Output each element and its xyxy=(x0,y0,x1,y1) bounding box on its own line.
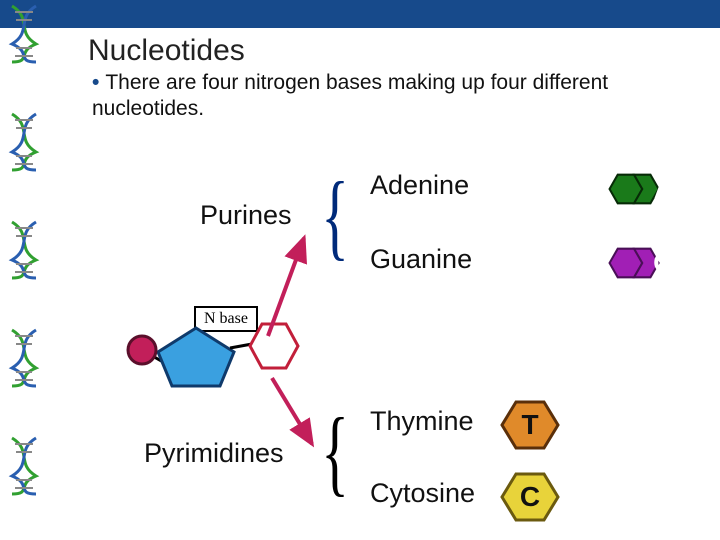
bullet-dot-icon: • xyxy=(92,71,99,94)
dna-icon xyxy=(6,328,42,388)
hex-letter-cytosine: C xyxy=(500,470,560,524)
hex-adenine: A xyxy=(600,162,688,216)
bullet-content: There are four nitrogen bases making up … xyxy=(92,71,608,120)
hex-letter-guanine: G xyxy=(640,236,688,290)
hex-cytosine: C xyxy=(500,470,560,524)
hex-thymine: T xyxy=(500,398,560,452)
hex-letter-thymine: T xyxy=(500,398,560,452)
base-label-cytosine: Cytosine xyxy=(370,478,475,509)
base-label-guanine: Guanine xyxy=(370,244,472,275)
hex-letter-adenine: A xyxy=(640,162,688,216)
dna-bullet-column xyxy=(0,0,48,540)
dna-icon xyxy=(6,220,42,280)
category-purines: Purines xyxy=(200,200,292,231)
dna-icon xyxy=(6,4,42,64)
hex-guanine: G xyxy=(600,236,688,290)
dna-icon xyxy=(6,436,42,496)
dna-icon xyxy=(6,112,42,172)
page-title: Nucleotides xyxy=(88,34,245,68)
base-label-thymine: Thymine xyxy=(370,406,474,437)
arrow-to-pyrimidines xyxy=(266,372,326,452)
brace-purines: { xyxy=(321,160,349,271)
top-bar xyxy=(0,0,720,28)
base-label-adenine: Adenine xyxy=(370,170,469,201)
category-pyrimidines: Pyrimidines xyxy=(144,438,284,469)
arrow-to-purines xyxy=(260,232,320,342)
bullet-text: •There are four nitrogen bases making up… xyxy=(92,70,692,123)
